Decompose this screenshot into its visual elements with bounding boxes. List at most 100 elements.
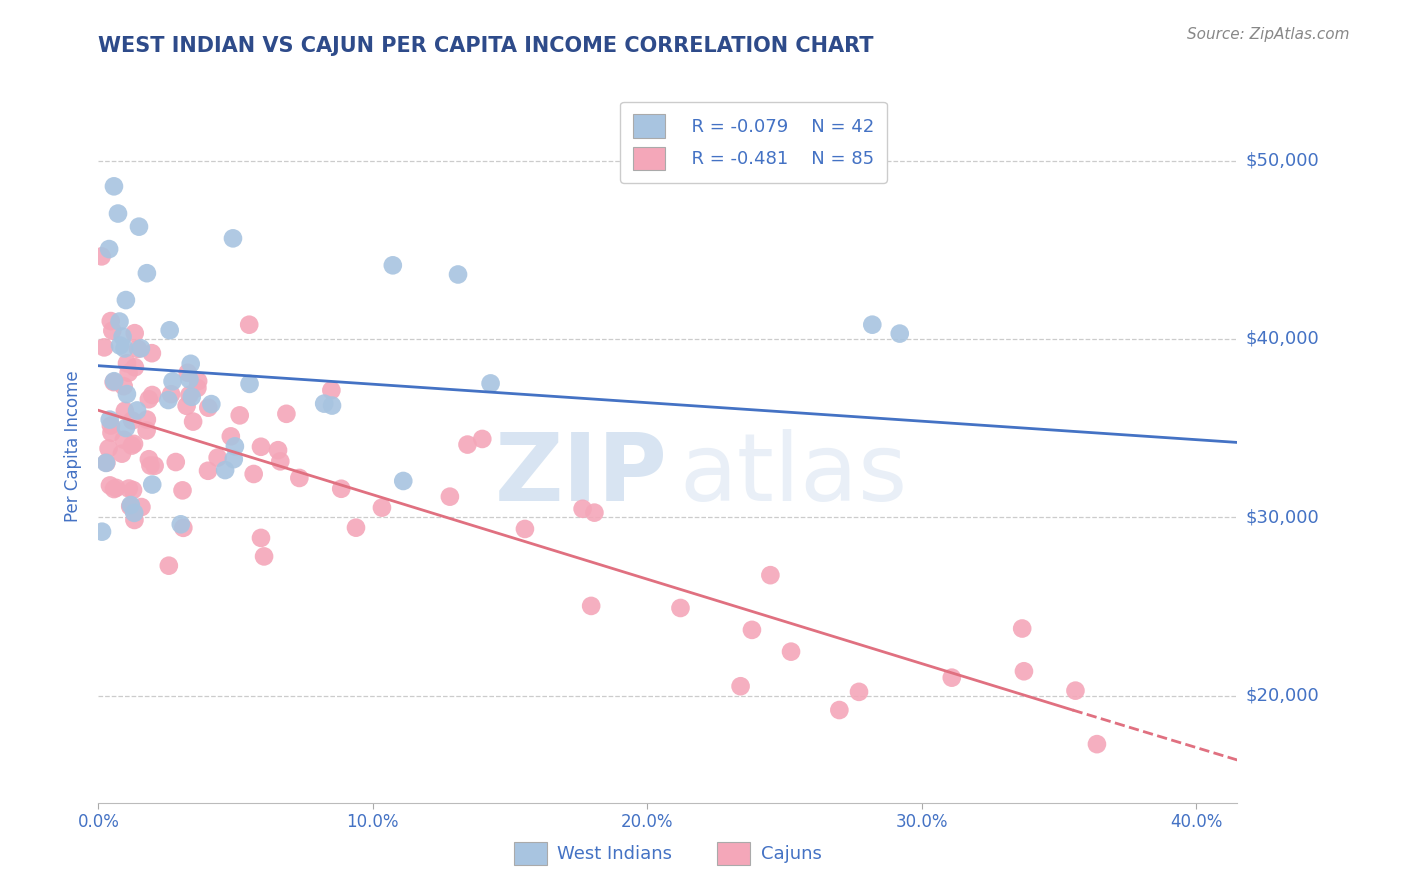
Point — [135, 412, 157, 426]
Point — [392, 474, 415, 488]
Point — [100, 418, 122, 433]
Point — [162, 375, 184, 389]
Point — [741, 623, 763, 637]
Point — [479, 376, 502, 391]
Text: ZIP: ZIP — [495, 428, 668, 521]
Point — [100, 314, 122, 328]
Point — [180, 390, 202, 404]
Point — [181, 415, 204, 429]
Text: $40,000: $40,000 — [1246, 330, 1319, 348]
Point — [114, 404, 136, 418]
Point — [122, 437, 145, 451]
Point — [98, 412, 121, 426]
Point — [96, 456, 118, 470]
Point — [170, 517, 193, 532]
Point — [91, 524, 114, 539]
Point — [250, 440, 273, 454]
Point — [267, 443, 290, 458]
Point — [371, 500, 394, 515]
Point — [157, 558, 180, 573]
Point — [141, 346, 163, 360]
Point — [138, 392, 160, 407]
Point — [139, 458, 162, 473]
Point — [108, 338, 131, 352]
Point — [197, 464, 219, 478]
Point — [103, 179, 125, 194]
Point — [101, 324, 124, 338]
Point — [780, 645, 803, 659]
Point — [117, 366, 139, 380]
Point — [669, 601, 692, 615]
Point — [207, 450, 229, 465]
Point — [180, 357, 202, 371]
Point — [98, 478, 121, 492]
Point — [177, 366, 200, 380]
Point — [114, 342, 136, 356]
Point — [129, 341, 152, 355]
Point — [330, 482, 353, 496]
Point — [860, 318, 883, 332]
Point — [112, 379, 135, 393]
Point — [344, 521, 367, 535]
Point — [457, 437, 479, 451]
Point — [571, 501, 593, 516]
Point — [238, 318, 260, 332]
Text: atlas: atlas — [679, 428, 907, 521]
Point — [513, 522, 536, 536]
Point — [122, 506, 145, 520]
Point — [103, 482, 125, 496]
Point — [97, 442, 120, 456]
Point — [131, 500, 153, 514]
Point — [447, 268, 470, 282]
Point — [222, 452, 245, 467]
Point — [165, 455, 187, 469]
Point — [121, 439, 143, 453]
Point — [135, 424, 157, 438]
Point — [176, 399, 198, 413]
Point — [120, 500, 142, 514]
Point — [186, 381, 208, 395]
Point — [314, 396, 336, 410]
Point — [159, 323, 181, 337]
Point — [135, 266, 157, 280]
Point — [122, 483, 145, 497]
Point — [187, 374, 209, 388]
Legend: West Indians, Cajuns: West Indians, Cajuns — [506, 835, 830, 872]
Point — [1011, 622, 1033, 636]
Point — [103, 375, 125, 389]
Point — [141, 388, 163, 402]
Text: $20,000: $20,000 — [1246, 687, 1319, 705]
Point — [93, 340, 115, 354]
Point — [103, 374, 125, 388]
Point — [229, 409, 252, 423]
Point — [583, 506, 606, 520]
Point — [115, 293, 138, 307]
Point — [828, 703, 851, 717]
Point — [179, 372, 201, 386]
Point — [941, 671, 963, 685]
Point — [143, 458, 166, 473]
Point — [288, 471, 311, 485]
Point — [160, 387, 183, 401]
Point — [276, 407, 298, 421]
Point — [219, 429, 242, 443]
Point — [242, 467, 264, 481]
Point — [238, 376, 260, 391]
Text: Source: ZipAtlas.com: Source: ZipAtlas.com — [1187, 27, 1350, 42]
Point — [471, 432, 494, 446]
Point — [730, 679, 752, 693]
Point — [579, 599, 602, 613]
Point — [250, 531, 273, 545]
Point — [127, 403, 149, 417]
Point — [179, 388, 201, 402]
Point — [200, 397, 222, 411]
Point — [115, 421, 138, 435]
Point — [128, 219, 150, 234]
Point — [848, 685, 870, 699]
Point — [439, 490, 461, 504]
Point — [269, 454, 291, 468]
Point — [321, 399, 343, 413]
Point — [157, 392, 180, 407]
Point — [118, 482, 141, 496]
Point — [107, 206, 129, 220]
